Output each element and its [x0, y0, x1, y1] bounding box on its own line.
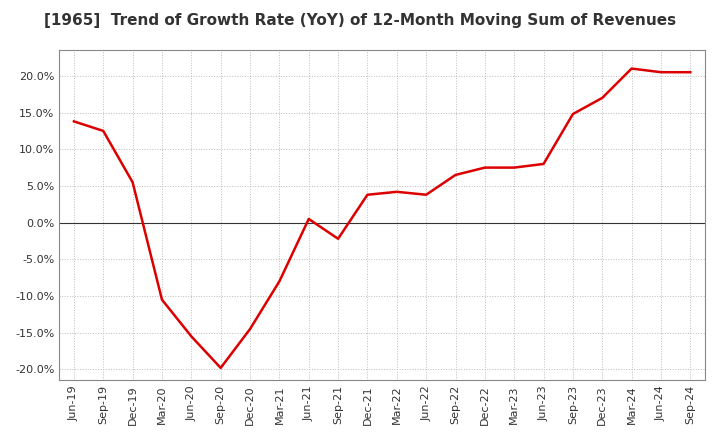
Text: [1965]  Trend of Growth Rate (YoY) of 12-Month Moving Sum of Revenues: [1965] Trend of Growth Rate (YoY) of 12-…	[44, 13, 676, 28]
